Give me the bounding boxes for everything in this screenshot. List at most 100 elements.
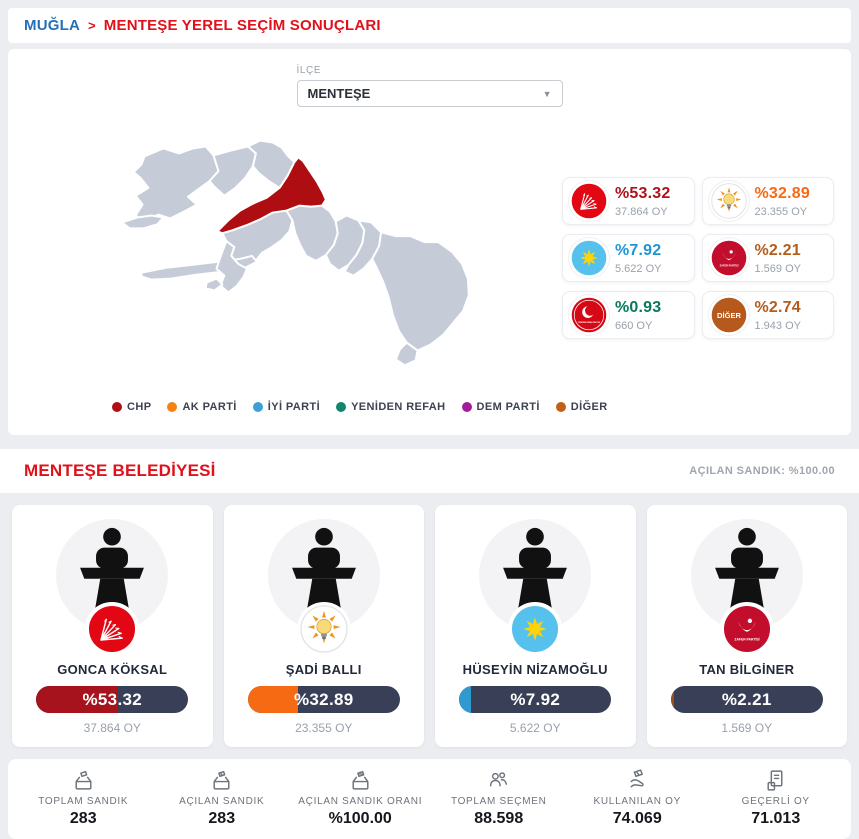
candidate-figure: ZAFER PARTİSİ — [690, 519, 803, 653]
stat-label: TOPLAM SANDIK — [38, 796, 129, 807]
candidate-card: ŞADİ BALLI %32.89 23.355 OY — [223, 505, 424, 747]
people-icon — [490, 772, 508, 787]
map-district[interactable] — [394, 341, 419, 367]
stat-label: GEÇERLİ OY — [741, 796, 810, 807]
legend-label: CHP — [127, 401, 152, 413]
legend-dot-icon — [555, 402, 566, 412]
candidate-percent: %2.21 — [721, 689, 772, 709]
legend-dot-icon — [336, 402, 347, 412]
party-percent: %2.21 — [754, 241, 801, 259]
legend-item: DİĞER — [555, 401, 608, 413]
municipality-title: MENTEŞE BELEDİYESİ — [24, 461, 216, 480]
map-district[interactable] — [215, 240, 249, 294]
party-votes: 37.864 OY — [615, 205, 668, 218]
candidate-cards: GONCA KÖKSAL %53.32 37.864 OY ŞADİ BALLI… — [12, 505, 847, 747]
party-result-card: ZAFER PARTİSİ %2.21 1.569 OY — [701, 234, 834, 282]
map-district[interactable] — [371, 231, 470, 352]
map-legend: CHP AK PARTİ İYİ PARTİ YENİDEN REFAH DEM… — [112, 401, 608, 413]
map-district[interactable] — [208, 145, 257, 197]
zafer-logo-caption: ZAFER PARTİSİ — [734, 638, 759, 642]
candidate-percent: %32.89 — [294, 689, 354, 709]
province-map[interactable] — [112, 125, 526, 375]
candidate-card: ZAFER PARTİSİ TAN BİLGİNER %2.21 1.569 O… — [646, 505, 847, 747]
vote-bar-fill — [36, 686, 118, 713]
candidate-vote-bar: %32.89 — [247, 686, 400, 713]
candidate-vote-bar: %7.92 — [459, 686, 612, 713]
vote-bar-fill — [459, 686, 472, 713]
akp-logo-icon — [710, 183, 747, 219]
ballot-box-icon — [75, 770, 92, 790]
legend-dot-icon — [461, 402, 472, 412]
candidate-figure — [267, 519, 380, 653]
zafer-logo-caption: ZAFER PARTİSİ — [719, 265, 738, 268]
party-percent: %7.92 — [615, 241, 662, 259]
stat-total-voters: TOPLAM SEÇMEN 88.598 — [430, 768, 569, 828]
stat-value: 88.598 — [474, 810, 524, 827]
legend-dot-icon — [112, 402, 122, 412]
vote-bar-fill — [247, 686, 298, 713]
legend-item: DEM PARTİ — [461, 401, 540, 413]
stat-label: TOPLAM SEÇMEN — [450, 796, 547, 807]
stat-total-ballot-box: TOPLAM SANDIK 283 — [14, 768, 153, 828]
election-stats-bar: TOPLAM SANDIK 283 AÇILAN SANDIK 283 AÇIL… — [8, 759, 851, 839]
party-percent: %53.32 — [615, 184, 671, 202]
legend-label: DEM PARTİ — [476, 401, 540, 413]
party-result-card: YENİDEN REFAH PARTİSİ %0.93 660 OY — [562, 291, 695, 339]
candidate-vote-bar: %53.32 — [36, 686, 189, 713]
chp-logo-icon — [88, 605, 137, 653]
zafer-logo-icon: ZAFER PARTİSİ — [722, 605, 771, 653]
party-results-grid: %53.32 37.864 OY %32.89 23.355 OY %7.92 … — [562, 177, 834, 339]
candidate-votes: 37.864 OY — [83, 721, 141, 735]
stat-label: AÇILAN SANDIK ORANI — [298, 796, 423, 807]
district-select-value: MENTEŞE — [307, 86, 371, 101]
stat-cast-votes: KULLANILAN OY 74.069 — [568, 768, 707, 828]
legend-label: İYİ PARTİ — [267, 401, 321, 413]
legend-item: AK PARTİ — [167, 401, 236, 413]
party-percent: %2.74 — [754, 298, 801, 316]
candidate-name: GONCA KÖKSAL — [57, 662, 168, 677]
yrp-logo-icon: YENİDEN REFAH PARTİSİ — [571, 297, 607, 333]
candidate-card: GONCA KÖKSAL %53.32 37.864 OY — [12, 505, 213, 747]
breadcrumb: MUĞLA > MENTEŞE YEREL SEÇİM SONUÇLARI — [8, 8, 851, 43]
legend-item: İYİ PARTİ — [252, 401, 321, 413]
other-parties-icon: DİĞER — [711, 297, 747, 333]
candidate-name: HÜSEYİN NİZAMOĞLU — [462, 662, 608, 677]
party-result-card: %32.89 23.355 OY — [701, 177, 834, 225]
candidate-vote-bar: %2.21 — [670, 686, 823, 713]
vote-bar-fill — [670, 686, 675, 713]
stat-opened-ratio: AÇILAN SANDIK ORANI %100.00 — [291, 768, 430, 828]
yrp-logo-caption: YENİDEN REFAH PARTİSİ — [578, 321, 601, 324]
candidate-votes: 5.622 OY — [509, 721, 561, 735]
map-district-highlighted[interactable] — [216, 156, 327, 235]
breadcrumb-province-link[interactable]: MUĞLA — [24, 17, 80, 34]
candidate-figure — [479, 519, 592, 653]
candidate-percent: %7.92 — [510, 689, 561, 709]
stat-label: KULLANILAN OY — [593, 796, 681, 807]
breadcrumb-chevron-icon: > — [88, 18, 96, 33]
legend-label: YENİDEN REFAH — [351, 401, 446, 413]
stat-value: 283 — [208, 810, 236, 827]
legend-item: YENİDEN REFAH — [336, 401, 445, 413]
legend-dot-icon — [167, 402, 178, 412]
district-select[interactable]: MENTEŞE ▼ — [296, 80, 563, 107]
map-district[interactable] — [204, 277, 224, 292]
map-district[interactable] — [120, 214, 165, 230]
candidate-votes: 23.355 OY — [295, 721, 353, 735]
party-votes: 660 OY — [615, 319, 653, 332]
other-logo-text: DİĞER — [717, 311, 741, 320]
ballot-paper-icon — [767, 770, 783, 791]
zafer-logo-icon: ZAFER PARTİSİ — [711, 240, 747, 276]
stat-value: 74.069 — [612, 810, 662, 827]
district-filter: İLÇE MENTEŞE ▼ — [296, 49, 563, 107]
map-district[interactable] — [132, 145, 220, 224]
candidate-votes: 1.569 OY — [721, 721, 773, 735]
legend-item: CHP — [112, 401, 151, 413]
party-result-card: %53.32 37.864 OY — [562, 177, 695, 225]
iyi-logo-icon — [511, 605, 560, 653]
stat-opened-ballot-box: AÇILAN SANDIK 283 — [153, 768, 292, 828]
candidate-name: ŞADİ BALLI — [285, 662, 362, 677]
candidate-card: HÜSEYİN NİZAMOĞLU %7.92 5.622 OY — [435, 505, 636, 747]
results-overview-card: İLÇE MENTEŞE ▼ %53.32 — [8, 49, 851, 435]
party-result-card: DİĞER %2.74 1.943 OY — [701, 291, 834, 339]
stat-label: AÇILAN SANDIK — [179, 796, 265, 807]
